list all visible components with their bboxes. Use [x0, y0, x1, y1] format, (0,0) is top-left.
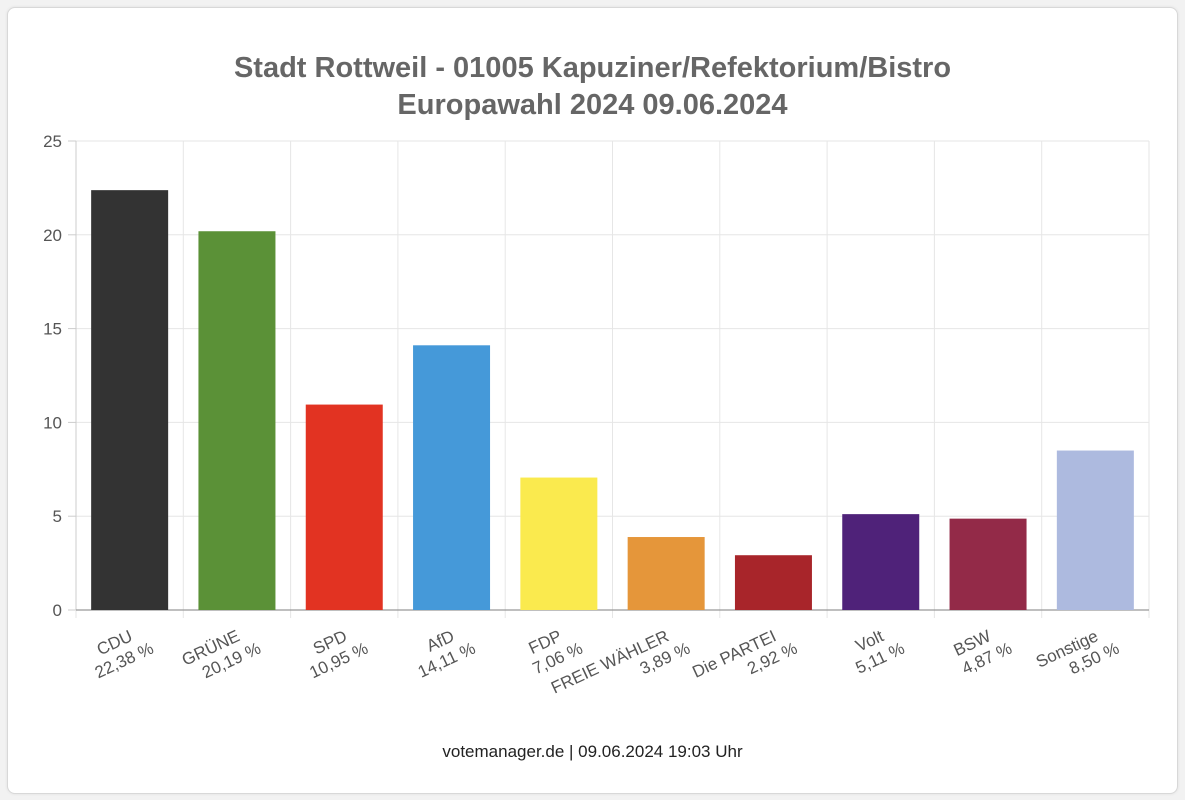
x-tick-label: Die PARTEI2,92 % [689, 620, 800, 699]
y-tick-label: 20 [43, 226, 62, 245]
bar-bsw [949, 518, 1027, 610]
bar-sonstige [1056, 450, 1134, 610]
bar-fdp [520, 477, 598, 610]
x-tick-label: AfD14,11 % [407, 620, 479, 681]
bar-volt [842, 514, 920, 610]
y-tick-label: 15 [43, 320, 62, 339]
bar-cdu [91, 190, 169, 611]
bar-spd [305, 404, 383, 610]
bar-afd [413, 345, 491, 610]
x-tick-label: CDU22,38 % [83, 620, 156, 682]
y-tick-label: 5 [53, 507, 62, 526]
x-tick-label: GRÜNE20,19 % [179, 620, 264, 687]
y-tick-label: 25 [43, 132, 62, 151]
x-tick-label: Volt5,11 % [844, 620, 907, 677]
chart-subtitle: Europawahl 2024 09.06.2024 [397, 89, 788, 121]
x-tick-label: FREIE WÄHLER3,89 % [548, 620, 693, 715]
x-tick-label: Sonstige8,50 % [1033, 620, 1122, 689]
x-tick-label: BSW4,87 % [950, 620, 1014, 678]
bar-die-partei [734, 555, 812, 610]
bar-freie-wähler [627, 537, 705, 610]
footer-source: votemanager.de | 09.06.2024 19:03 Uhr [442, 742, 743, 761]
bar-grüne [198, 231, 276, 610]
y-tick-label: 10 [43, 413, 62, 432]
x-tick-label: SPD10,95 % [298, 620, 371, 682]
chart-title: Stadt Rottweil - 01005 Kapuziner/Refekto… [233, 52, 952, 84]
y-tick-label: 0 [53, 601, 62, 620]
